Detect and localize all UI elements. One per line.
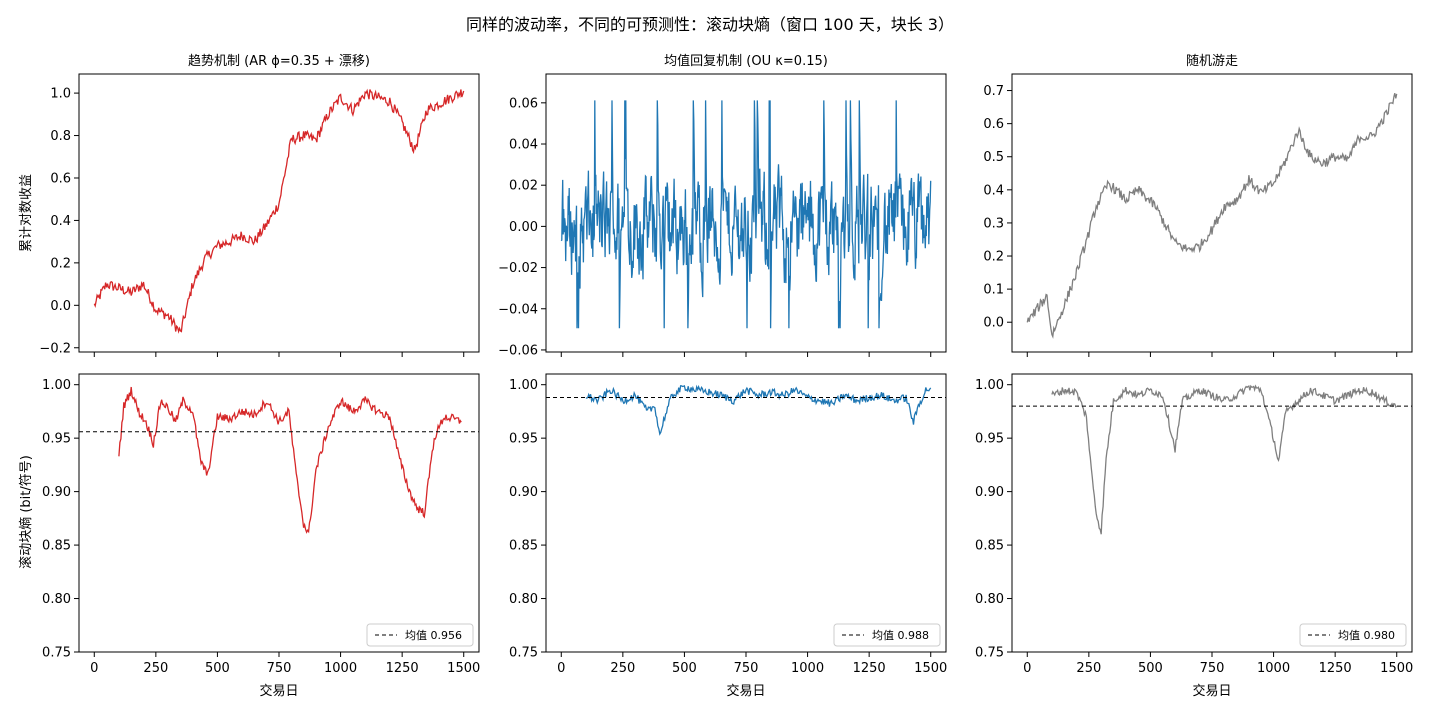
y-tick-label: 1.00 bbox=[42, 378, 71, 393]
panel-title-top-right: 随机游走 bbox=[1186, 54, 1238, 69]
y-tick-label: 1.00 bbox=[509, 378, 538, 393]
x-tick-label: 250 bbox=[610, 661, 635, 676]
panel-top-left: −0.2 0.0 0.2 0.4 0.6 0.8 1.0 趋势机制 (AR ϕ=0.35 + … bbox=[39, 53, 480, 357]
axes-frame-bottom-middle bbox=[545, 373, 947, 653]
x-axis-label-bottom-middle: 交易日 bbox=[726, 683, 765, 699]
panel-top-middle: −0.06 −0.04 −0.02 0.00 0.02 0.04 0.06 均值回复机制 (O… bbox=[498, 53, 947, 358]
x-tick-label: 250 bbox=[1076, 661, 1101, 676]
series-line-top-left bbox=[93, 88, 465, 334]
y-axis-label-bottom: 滚动块熵 (bit/符号) bbox=[18, 455, 34, 569]
x-tick-label: 0 bbox=[90, 661, 98, 676]
y-tick-label: 0.90 bbox=[42, 485, 71, 500]
x-tick-label: 1000 bbox=[1257, 661, 1290, 676]
y-tick-label: 0.85 bbox=[509, 539, 538, 554]
y-tick-label: 0.90 bbox=[509, 485, 538, 500]
legend-label: 均值 0.980 bbox=[1338, 629, 1395, 642]
panel-title-top-left: 趋势机制 (AR ϕ=0.35 + 漂移) bbox=[188, 53, 370, 69]
y-tick-label: 0.85 bbox=[975, 539, 1004, 554]
panels: −0.2 0.0 0.2 0.4 0.6 0.8 1.0 趋势机制 (AR ϕ=0.35 + … bbox=[39, 53, 1413, 699]
series-line-bottom-left bbox=[118, 386, 462, 534]
legend-box bbox=[1299, 623, 1407, 647]
series-line-bottom-right bbox=[1051, 384, 1398, 535]
y-tick-label: −0.02 bbox=[498, 261, 538, 276]
y-tick-label: 0.75 bbox=[975, 646, 1004, 661]
y-tick-label: 0.02 bbox=[509, 179, 538, 194]
series-line-top-right bbox=[1026, 93, 1398, 339]
panel-bottom-middle: 0 250 500 750 1000 1250 1500 0.75 0.80 0.85 0.90 0.… bbox=[509, 373, 947, 699]
legend-box bbox=[366, 623, 474, 647]
x-tick-label: 750 bbox=[734, 661, 759, 676]
y-tick-label: 0.90 bbox=[975, 485, 1004, 500]
y-tick-label: 0.7 bbox=[983, 84, 1004, 99]
panel-bottom-right: 0 250 500 750 1000 1250 1500 0.75 0.80 0.85 0.90 0.… bbox=[975, 373, 1413, 699]
legend-label: 均值 0.956 bbox=[405, 629, 462, 642]
y-tick-label: 0.3 bbox=[983, 216, 1004, 231]
axes-frame-top-right bbox=[1011, 73, 1413, 353]
axes-frame-top-left bbox=[78, 73, 480, 353]
y-tick-label: 0.75 bbox=[509, 646, 538, 661]
y-tick-label: 0.0 bbox=[983, 316, 1004, 331]
figure-suptitle: 同样的波动率，不同的可预测性：滚动块熵（窗口 100 天，块长 3） bbox=[466, 15, 954, 34]
y-tick-label: −0.06 bbox=[498, 343, 538, 358]
y-tick-label: 0.80 bbox=[509, 592, 538, 607]
x-tick-label: 500 bbox=[672, 661, 697, 676]
legend-bottom-middle: 均值 0.988 bbox=[833, 623, 941, 647]
panel-bottom-left: 0 250 500 750 1000 1250 1500 0.75 0.80 0.85 0.90 0.… bbox=[42, 373, 480, 699]
x-tick-label: 250 bbox=[143, 661, 168, 676]
y-tick-label: 1.0 bbox=[50, 87, 71, 102]
y-tick-label: 0.6 bbox=[983, 117, 1004, 132]
y-tick-label: 0.80 bbox=[975, 592, 1004, 607]
x-tick-label: 1500 bbox=[914, 661, 947, 676]
y-tick-label: 0.5 bbox=[983, 150, 1004, 165]
y-tick-label: 0.2 bbox=[50, 256, 71, 271]
legend-bottom-right: 均值 0.980 bbox=[1299, 623, 1407, 647]
y-tick-label: 0.95 bbox=[42, 432, 71, 447]
y-tick-label: −0.04 bbox=[498, 302, 538, 317]
y-tick-label: 0.04 bbox=[509, 138, 538, 153]
x-tick-label: 750 bbox=[267, 661, 292, 676]
y-tick-label: 0.85 bbox=[42, 539, 71, 554]
y-tick-label: 0.6 bbox=[50, 171, 71, 186]
y-tick-label: 0.4 bbox=[50, 214, 71, 229]
x-tick-label: 0 bbox=[1023, 661, 1031, 676]
y-tick-label: 0.0 bbox=[50, 299, 71, 314]
x-tick-label: 1250 bbox=[853, 661, 886, 676]
x-tick-label: 1250 bbox=[1319, 661, 1352, 676]
y-tick-label: 0.75 bbox=[42, 646, 71, 661]
y-tick-label: −0.2 bbox=[39, 341, 71, 356]
x-axis-label-bottom-right: 交易日 bbox=[1192, 683, 1231, 699]
x-tick-label: 0 bbox=[557, 661, 565, 676]
y-axis-label-top: 累计对数收益 bbox=[19, 174, 34, 252]
legend-label: 均值 0.988 bbox=[872, 629, 929, 642]
series-line-top-middle bbox=[560, 100, 932, 329]
panel-title-top-middle: 均值回复机制 (OU κ=0.15) bbox=[664, 53, 828, 69]
y-tick-label: 0.1 bbox=[983, 283, 1004, 298]
legend-box bbox=[833, 623, 941, 647]
x-axis-label-bottom-left: 交易日 bbox=[259, 683, 298, 699]
y-tick-label: 0.80 bbox=[42, 592, 71, 607]
x-tick-label: 1500 bbox=[447, 661, 480, 676]
x-tick-label: 750 bbox=[1200, 661, 1225, 676]
x-tick-label: 500 bbox=[1138, 661, 1163, 676]
x-tick-label: 1250 bbox=[386, 661, 419, 676]
y-tick-label: 0.4 bbox=[983, 183, 1004, 198]
axes-frame-bottom-right bbox=[1011, 373, 1413, 653]
y-tick-label: 0.00 bbox=[509, 220, 538, 235]
x-tick-label: 1000 bbox=[324, 661, 357, 676]
series-line-bottom-middle bbox=[585, 384, 932, 436]
y-tick-label: 0.06 bbox=[509, 96, 538, 111]
x-tick-label: 1000 bbox=[791, 661, 824, 676]
y-tick-label: 0.2 bbox=[983, 250, 1004, 265]
y-tick-label: 0.95 bbox=[509, 432, 538, 447]
x-tick-label: 500 bbox=[205, 661, 230, 676]
panel-top-right: 0.0 0.1 0.2 0.3 0.4 0.5 0.6 0.7 随机游走 bbox=[983, 54, 1413, 357]
y-tick-label: 1.00 bbox=[975, 378, 1004, 393]
y-tick-label: 0.8 bbox=[50, 129, 71, 144]
legend-bottom-left: 均值 0.956 bbox=[366, 623, 474, 647]
x-tick-label: 1500 bbox=[1380, 661, 1413, 676]
y-tick-label: 0.95 bbox=[975, 432, 1004, 447]
